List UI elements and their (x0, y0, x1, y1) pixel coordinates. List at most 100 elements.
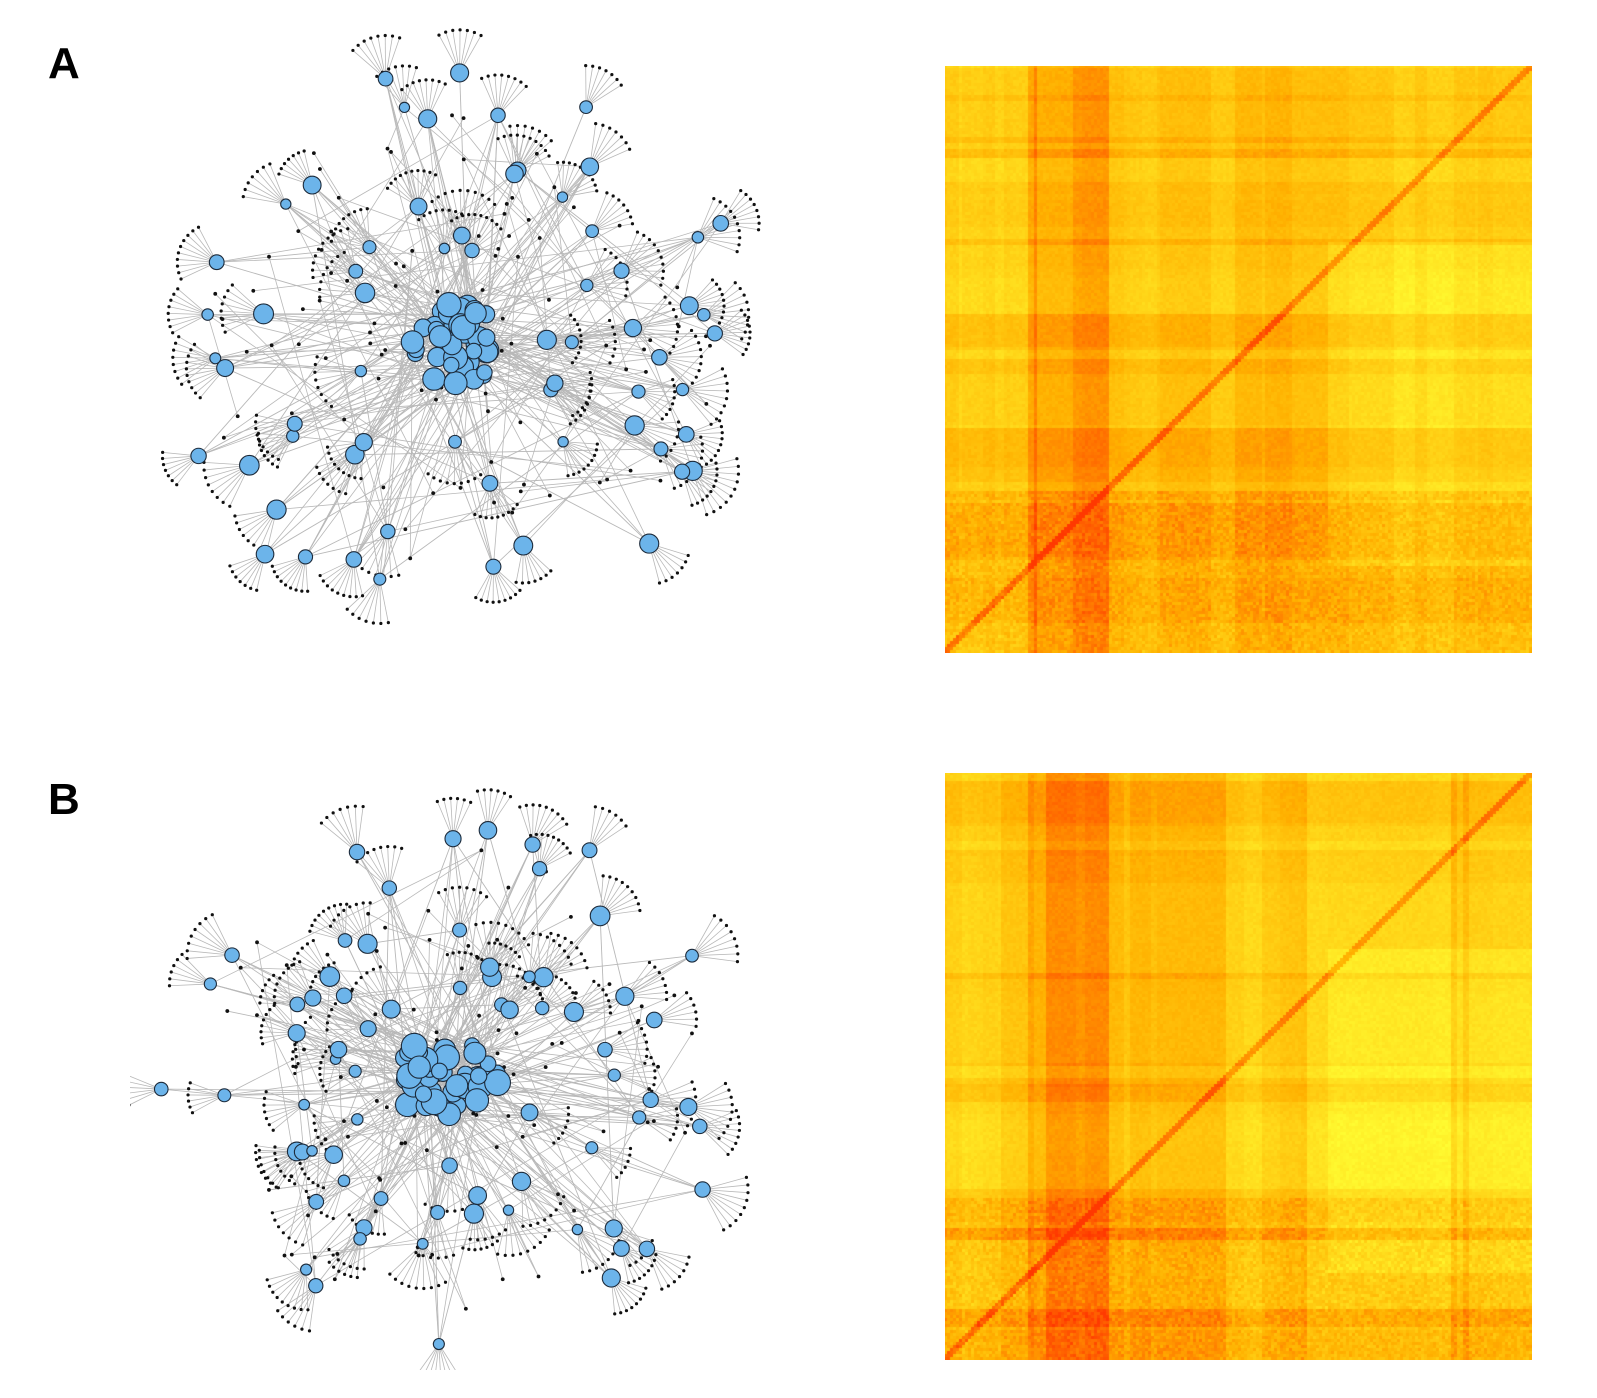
hub-node (377, 70, 394, 87)
leaf-node (730, 1110, 734, 1114)
leaf-node (336, 1258, 340, 1262)
leaf-node (720, 437, 724, 441)
edge (292, 349, 417, 437)
edge (435, 210, 445, 249)
leaf-node (279, 1169, 283, 1173)
leaf-node (671, 378, 675, 382)
edge (472, 1044, 659, 1068)
relay-node (475, 955, 480, 960)
leaf-node (437, 33, 441, 37)
leaf-node (354, 981, 358, 985)
leaf-node (354, 595, 358, 599)
edge (314, 1118, 358, 1124)
leaf-node (672, 396, 676, 400)
hub-node (335, 987, 353, 1005)
leaf-node (672, 384, 676, 388)
leaf-node (272, 570, 276, 574)
edge (703, 314, 746, 333)
edge (438, 1344, 441, 1370)
leaf-node (732, 937, 737, 941)
edge (697, 236, 740, 246)
leaf-node (742, 1206, 746, 1210)
edge (407, 830, 489, 1053)
leaf-node (509, 947, 513, 951)
hub-node (645, 1011, 663, 1029)
leaf-node (529, 833, 533, 838)
relay-node (235, 414, 240, 419)
edge (703, 314, 749, 318)
edge (266, 1104, 305, 1119)
edge (356, 851, 483, 1077)
leaf-node (620, 880, 624, 885)
leaf-node (582, 467, 586, 471)
leaf-node (734, 1141, 738, 1145)
edge (358, 578, 381, 619)
leaf-node (717, 1136, 721, 1140)
leaf-node (345, 607, 349, 611)
leaf-node (506, 74, 511, 78)
edge (419, 968, 463, 1053)
leaf-node (161, 450, 165, 454)
relay-node (495, 1051, 500, 1056)
leaf-node (607, 809, 612, 813)
leaf-node (270, 564, 274, 568)
hub-node (533, 967, 554, 988)
edge (311, 184, 438, 292)
leaf-node (682, 1269, 686, 1273)
leaf-node (451, 951, 455, 955)
leaf-node (313, 1128, 318, 1132)
leaf-node (736, 472, 741, 476)
leaf-node (520, 581, 525, 585)
edge (682, 389, 725, 407)
hub-node (452, 226, 471, 245)
edge (390, 151, 573, 343)
leaf-node (515, 974, 520, 978)
leaf-node (489, 788, 493, 792)
leaf-node (659, 283, 663, 287)
relay-node (534, 151, 539, 156)
leaf-node (608, 126, 612, 130)
leaf-node (241, 195, 245, 199)
leaf-node (303, 1020, 307, 1025)
leaf-node (472, 888, 476, 892)
leaf-node (607, 318, 612, 323)
hub-node (286, 429, 300, 443)
leaf-node (188, 1081, 192, 1085)
leaf-node (359, 975, 363, 980)
leaf-node (332, 918, 336, 922)
leaf-node (221, 500, 225, 504)
relay-node (372, 321, 377, 326)
leaf-node (657, 970, 661, 975)
edge (169, 314, 208, 327)
leaf-node (709, 422, 713, 426)
leaf-node (185, 956, 189, 961)
leaf-node (511, 1253, 515, 1257)
leaf-node (254, 1157, 259, 1162)
leaf-node (591, 178, 595, 182)
leaf-node (718, 419, 722, 423)
leaf-node (300, 1327, 304, 1331)
edge (374, 248, 445, 324)
edge (562, 184, 596, 198)
leaf-node (531, 982, 535, 986)
leaf-node (714, 282, 719, 286)
leaf-node (268, 162, 272, 166)
edge (276, 1269, 307, 1298)
leaf-node (230, 570, 235, 574)
leaf-node (694, 1024, 698, 1028)
edge (586, 249, 606, 286)
leaf-node (404, 171, 408, 175)
leaf-node (309, 985, 313, 989)
leaf-node (368, 901, 372, 905)
hub-node (481, 474, 499, 492)
leaf-node (443, 191, 447, 196)
leaf-node (312, 1121, 316, 1125)
relay-node (617, 1030, 622, 1035)
leaf-node (738, 286, 742, 291)
leaf-node (733, 281, 737, 285)
leaf-node (276, 457, 281, 462)
relay-node (293, 1064, 298, 1069)
leaf-node (282, 971, 286, 975)
leaf-node (278, 976, 282, 980)
leaf-node (690, 1080, 694, 1084)
